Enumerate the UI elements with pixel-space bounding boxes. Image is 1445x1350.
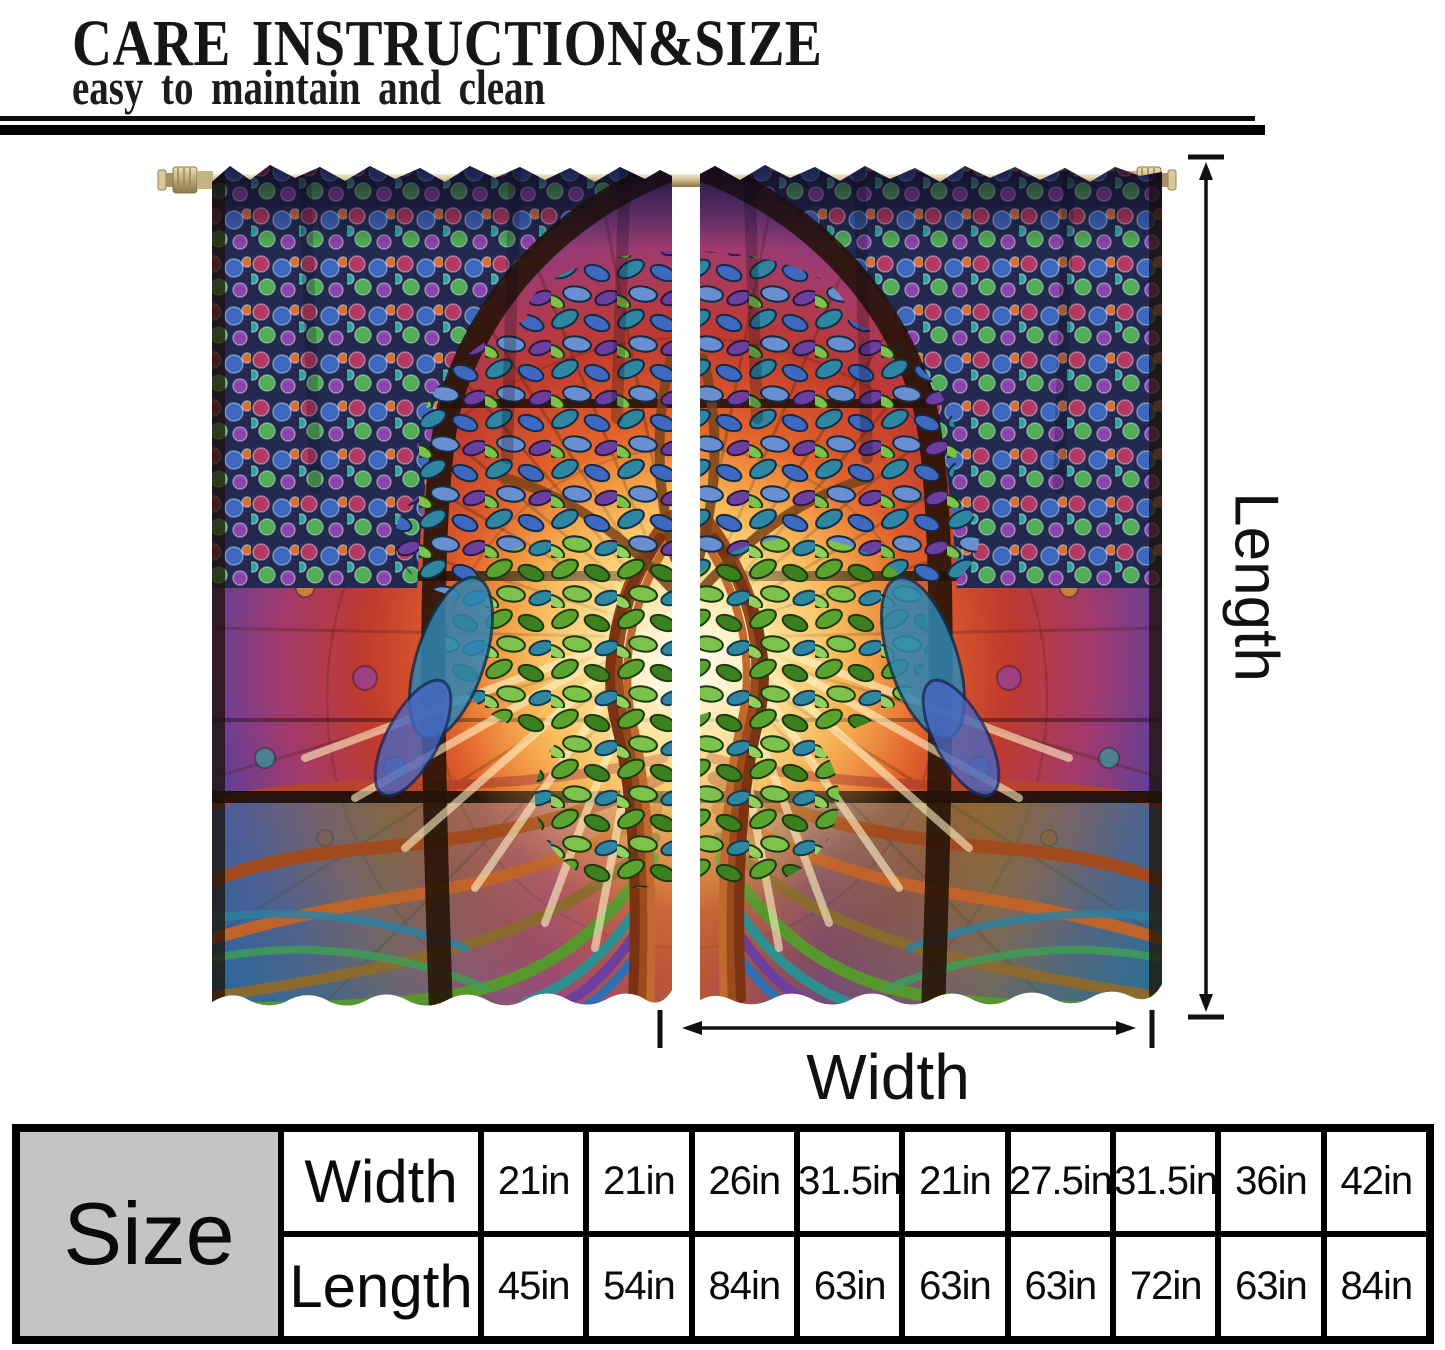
width-value-cell: 26in (694, 1132, 794, 1231)
width-value-cell: 42in (1326, 1132, 1426, 1231)
length-value-cell: 63in (905, 1237, 1005, 1336)
length-value-cell: 54in (589, 1237, 689, 1336)
size-table-corner-cell: Size (20, 1132, 278, 1336)
length-value-cell: 63in (1010, 1237, 1110, 1336)
page-subtitle: easy to maintain and clean (72, 59, 546, 115)
length-value-cell: 63in (1221, 1237, 1321, 1336)
width-value-cell: 31.5in (1116, 1132, 1216, 1231)
length-value-cell: 84in (694, 1237, 794, 1336)
length-value-cell: 72in (1116, 1237, 1216, 1336)
width-value-cell: 36in (1221, 1132, 1321, 1231)
divider-thick-line (0, 125, 1265, 135)
width-value-cell: 27.5in (1010, 1132, 1110, 1231)
length-value-cell: 84in (1326, 1237, 1426, 1336)
length-dimension-label: Length (1221, 492, 1291, 682)
curtain-product-image (157, 158, 1177, 1018)
width-value-cell: 31.5in (800, 1132, 900, 1231)
size-table: Size Width 21in 21in 26in 31.5in 21in 27… (12, 1124, 1434, 1344)
length-value-cell: 63in (800, 1237, 900, 1336)
length-value-cell: 45in (484, 1237, 584, 1336)
page-title: CARE INSTRUCTION&SIZE (72, 7, 823, 80)
width-dimension-label: Width (806, 1041, 970, 1113)
width-row-label: Width (284, 1132, 478, 1231)
length-arrow (1188, 154, 1224, 1020)
width-arrow (657, 1010, 1155, 1048)
width-value-cell: 21in (905, 1132, 1005, 1231)
width-value-cell: 21in (484, 1132, 584, 1231)
length-row-label: Length (284, 1237, 478, 1336)
width-value-cell: 21in (589, 1132, 689, 1231)
rod-finial-left (157, 166, 213, 194)
divider-thin-line (0, 116, 1255, 121)
